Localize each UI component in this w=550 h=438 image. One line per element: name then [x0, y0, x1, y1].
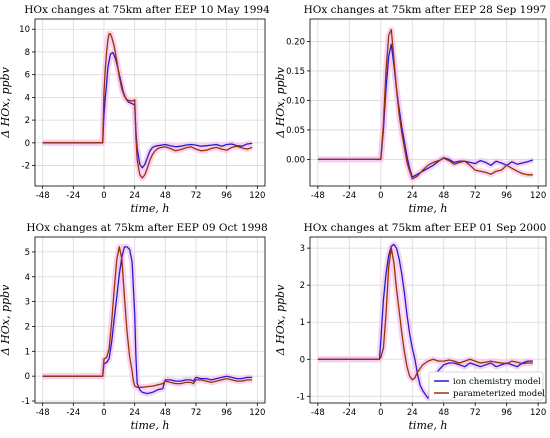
x-tick-label: -48	[311, 191, 325, 201]
x-tick-label: 72	[470, 191, 481, 201]
chart-panel-3: -48 -24 0 24 48 72 96 120 -1 0 1 2 3 4 5 HOx changes at…	[0, 222, 268, 432]
y-axis-label: Δ HOx, ppbv	[274, 284, 287, 356]
x-tick-label: 0	[101, 408, 106, 418]
series-shade	[42, 243, 253, 397]
chart-title: HOx changes at 75km after EEP 10 May 199…	[24, 4, 270, 16]
x-tick-label: 120	[249, 191, 265, 201]
plot-frame	[309, 236, 547, 404]
chart-panel-4: -48 -24 0 24 48 72 96 120 -1 0 1 2 3 HOx changes at 7…	[274, 222, 547, 432]
y-tick-label: 0	[25, 372, 30, 382]
chart-title: HOx changes at 75km after EEP 09 Oct 199…	[26, 222, 267, 234]
y-tick-label: 0	[300, 355, 305, 365]
legend: ion chemistry model parameterized model	[428, 371, 545, 401]
legend-label: parameterized model	[453, 389, 545, 399]
x-tick-label: -48	[311, 408, 325, 418]
y-tick-label: -2	[22, 162, 30, 172]
x-tick-label: 48	[438, 191, 449, 201]
x-axis-label: time, h	[409, 202, 448, 215]
y-tick-label: 0.00	[286, 155, 305, 165]
series-line-parameterized	[317, 28, 533, 180]
series-line-parameterized	[317, 247, 533, 381]
y-tick-label: 1	[300, 318, 305, 328]
x-tick-label: 96	[221, 191, 232, 201]
series-line-parameterized	[42, 246, 253, 388]
legend-box	[428, 371, 544, 401]
x-tick-label: 120	[530, 408, 546, 418]
y-tick-label: 4	[25, 273, 30, 283]
x-axis-label: time, h	[409, 419, 448, 432]
y-tick-label: 2	[25, 322, 30, 332]
y-tick-label: 0.15	[286, 67, 305, 77]
y-tick-label: 0.20	[286, 37, 305, 47]
y-tick-label: 0	[25, 139, 30, 149]
y-tick-label: 8	[25, 48, 30, 58]
x-tick-label: -48	[36, 191, 50, 201]
series-shade	[42, 243, 253, 391]
x-tick-label: 24	[129, 408, 140, 418]
y-tick-label: 5	[25, 248, 30, 258]
x-tick-label: 0	[378, 408, 383, 418]
x-axis-label: time, h	[131, 202, 170, 215]
x-tick-label: 0	[378, 191, 383, 201]
y-tick-label: 0.10	[286, 96, 305, 106]
series-line-parameterized	[42, 33, 253, 179]
x-tick-label: 48	[160, 191, 171, 201]
y-axis-label: Δ HOx, ppbv	[0, 284, 12, 356]
x-tick-label: 0	[101, 191, 106, 201]
plot-frame	[34, 236, 266, 404]
x-tick-label: -48	[36, 408, 50, 418]
x-tick-label: 96	[501, 191, 512, 201]
chart-title: HOx changes at 75km after EEP 28 Sep 199…	[304, 4, 547, 16]
x-tick-label: -24	[66, 191, 80, 201]
y-tick-label: -1	[297, 392, 305, 402]
series-line-ion-chemistry	[42, 246, 253, 395]
x-tick-label: 96	[221, 408, 232, 418]
y-tick-label: 3	[300, 244, 305, 254]
y-tick-label: 2	[300, 281, 305, 291]
plot-frame	[309, 18, 547, 187]
y-axis-label: Δ HOx, ppbv	[274, 66, 287, 138]
x-tick-label: 96	[501, 408, 512, 418]
y-tick-label: 1	[25, 347, 30, 357]
x-tick-label: 48	[160, 408, 171, 418]
y-tick-label: 0.05	[286, 126, 305, 136]
x-tick-label: -24	[342, 408, 356, 418]
x-tick-label: 48	[438, 408, 449, 418]
x-tick-label: 72	[191, 408, 202, 418]
x-tick-label: 24	[407, 191, 418, 201]
series-shade	[317, 26, 533, 182]
x-tick-label: -24	[66, 408, 80, 418]
legend-label: ion chemistry model	[453, 377, 541, 387]
y-tick-label: 10	[19, 25, 30, 35]
x-axis-label: time, h	[131, 419, 170, 432]
series-line-ion-chemistry	[42, 51, 253, 169]
series-shade	[317, 245, 533, 383]
x-tick-label: 24	[129, 191, 140, 201]
y-tick-label: 4	[25, 93, 30, 103]
x-tick-label: 120	[249, 408, 265, 418]
y-tick-label: 6	[25, 71, 30, 81]
x-tick-label: 72	[470, 408, 481, 418]
chart-panel-2: -48 -24 0 24 48 72 96 120 0.00 0.05 0.10 0.15 0.20 HO…	[274, 4, 547, 215]
y-axis-label: Δ HOx, ppbv	[0, 66, 12, 138]
x-tick-label: 120	[530, 191, 546, 201]
x-tick-label: 72	[191, 191, 202, 201]
y-tick-label: -1	[22, 397, 30, 407]
x-tick-label: 24	[407, 408, 418, 418]
y-tick-label: 2	[25, 116, 30, 126]
y-tick-label: 3	[25, 298, 30, 308]
chart-title: HOx changes at 75km after EEP 01 Sep 200…	[304, 222, 547, 234]
plot-frame	[34, 18, 266, 187]
x-tick-label: -24	[342, 191, 356, 201]
